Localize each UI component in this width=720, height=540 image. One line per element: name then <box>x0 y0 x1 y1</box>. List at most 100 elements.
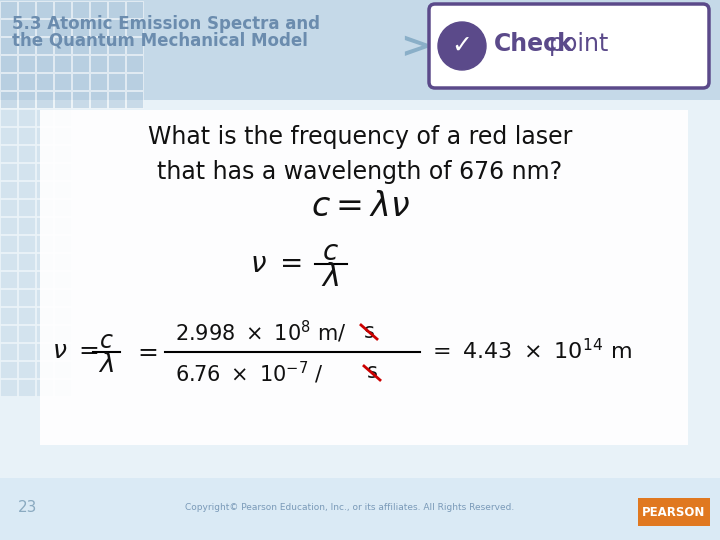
Text: $\nu\ =$: $\nu\ =$ <box>52 341 99 363</box>
Bar <box>90 91 107 108</box>
Text: point: point <box>549 32 609 56</box>
Bar <box>18 1 35 18</box>
Bar <box>36 289 53 306</box>
Bar <box>18 199 35 216</box>
Bar <box>54 1 71 18</box>
Bar <box>126 37 143 54</box>
Bar <box>54 289 71 306</box>
Bar <box>54 217 71 234</box>
Text: $6.76\ \times\ 10^{-7}\ \mathrm{/}$: $6.76\ \times\ 10^{-7}\ \mathrm{/}$ <box>175 360 324 386</box>
Bar <box>108 37 125 54</box>
Bar <box>36 379 53 396</box>
Bar <box>18 343 35 360</box>
Bar <box>54 55 71 72</box>
Bar <box>36 235 53 252</box>
Text: $c$: $c$ <box>322 240 338 267</box>
Bar <box>126 73 143 90</box>
Bar <box>72 19 89 36</box>
Bar <box>36 145 53 162</box>
Text: $=$: $=$ <box>133 341 158 363</box>
Bar <box>18 145 35 162</box>
Bar <box>54 145 71 162</box>
Bar <box>54 181 71 198</box>
Bar <box>126 55 143 72</box>
Text: Copyright© Pearson Education, Inc., or its affiliates. All Rights Reserved.: Copyright© Pearson Education, Inc., or i… <box>185 503 515 512</box>
Text: $\lambda$: $\lambda$ <box>321 261 339 293</box>
Bar <box>18 73 35 90</box>
Bar <box>36 199 53 216</box>
Bar <box>36 1 53 18</box>
Bar <box>54 199 71 216</box>
Bar <box>90 55 107 72</box>
Bar <box>0 289 17 306</box>
Bar <box>18 325 35 342</box>
Bar <box>40 110 688 445</box>
Bar <box>36 181 53 198</box>
Bar <box>36 307 53 324</box>
Text: the Quantum Mechanical Model: the Quantum Mechanical Model <box>12 32 308 50</box>
Bar <box>18 253 35 270</box>
Bar <box>36 271 53 288</box>
Bar <box>54 379 71 396</box>
Bar <box>0 145 17 162</box>
Text: $c = \lambda\nu$: $c = \lambda\nu$ <box>310 191 410 223</box>
Bar <box>18 37 35 54</box>
Bar <box>72 91 89 108</box>
Bar <box>0 109 17 126</box>
Bar <box>18 379 35 396</box>
Bar <box>126 1 143 18</box>
Bar <box>36 91 53 108</box>
Bar <box>90 19 107 36</box>
Text: $2.998\ \times\ 10^8\ \mathrm{m/}$: $2.998\ \times\ 10^8\ \mathrm{m/}$ <box>175 319 347 345</box>
Text: $\mathrm{s}$: $\mathrm{s}$ <box>363 322 375 341</box>
Bar <box>18 271 35 288</box>
Bar <box>0 37 17 54</box>
Bar <box>90 1 107 18</box>
Bar <box>72 37 89 54</box>
Bar <box>36 361 53 378</box>
Bar <box>0 1 17 18</box>
Bar <box>108 91 125 108</box>
Bar <box>126 91 143 108</box>
Bar <box>0 235 17 252</box>
Bar <box>0 307 17 324</box>
Bar <box>0 343 17 360</box>
Bar <box>90 73 107 90</box>
Bar <box>18 55 35 72</box>
Bar <box>18 91 35 108</box>
Text: >: > <box>400 30 431 64</box>
Bar <box>0 181 17 198</box>
Bar <box>0 379 17 396</box>
Bar <box>638 498 710 526</box>
Bar <box>36 325 53 342</box>
Bar <box>18 361 35 378</box>
Text: What is the frequency of a red laser
that has a wavelength of 676 nm?: What is the frequency of a red laser tha… <box>148 125 572 184</box>
Text: ✓: ✓ <box>451 34 472 58</box>
Bar <box>36 163 53 180</box>
Bar <box>0 253 17 270</box>
Circle shape <box>438 22 486 70</box>
Text: 23: 23 <box>18 501 37 516</box>
Bar <box>0 478 720 540</box>
Bar <box>54 343 71 360</box>
Bar <box>0 217 17 234</box>
Bar <box>108 73 125 90</box>
Bar <box>54 325 71 342</box>
Bar <box>108 19 125 36</box>
Bar <box>54 127 71 144</box>
Bar <box>0 127 17 144</box>
Bar <box>0 325 17 342</box>
Bar <box>18 19 35 36</box>
Bar <box>36 109 53 126</box>
Text: 5.3 Atomic Emission Spectra and: 5.3 Atomic Emission Spectra and <box>12 15 320 33</box>
Bar <box>126 19 143 36</box>
Bar <box>54 37 71 54</box>
Bar <box>18 181 35 198</box>
Bar <box>0 55 17 72</box>
Bar <box>54 253 71 270</box>
Text: $\mathrm{s}$: $\mathrm{s}$ <box>366 363 378 382</box>
Bar <box>36 127 53 144</box>
Text: $\lambda$: $\lambda$ <box>98 352 114 376</box>
Bar <box>54 307 71 324</box>
Bar <box>18 163 35 180</box>
